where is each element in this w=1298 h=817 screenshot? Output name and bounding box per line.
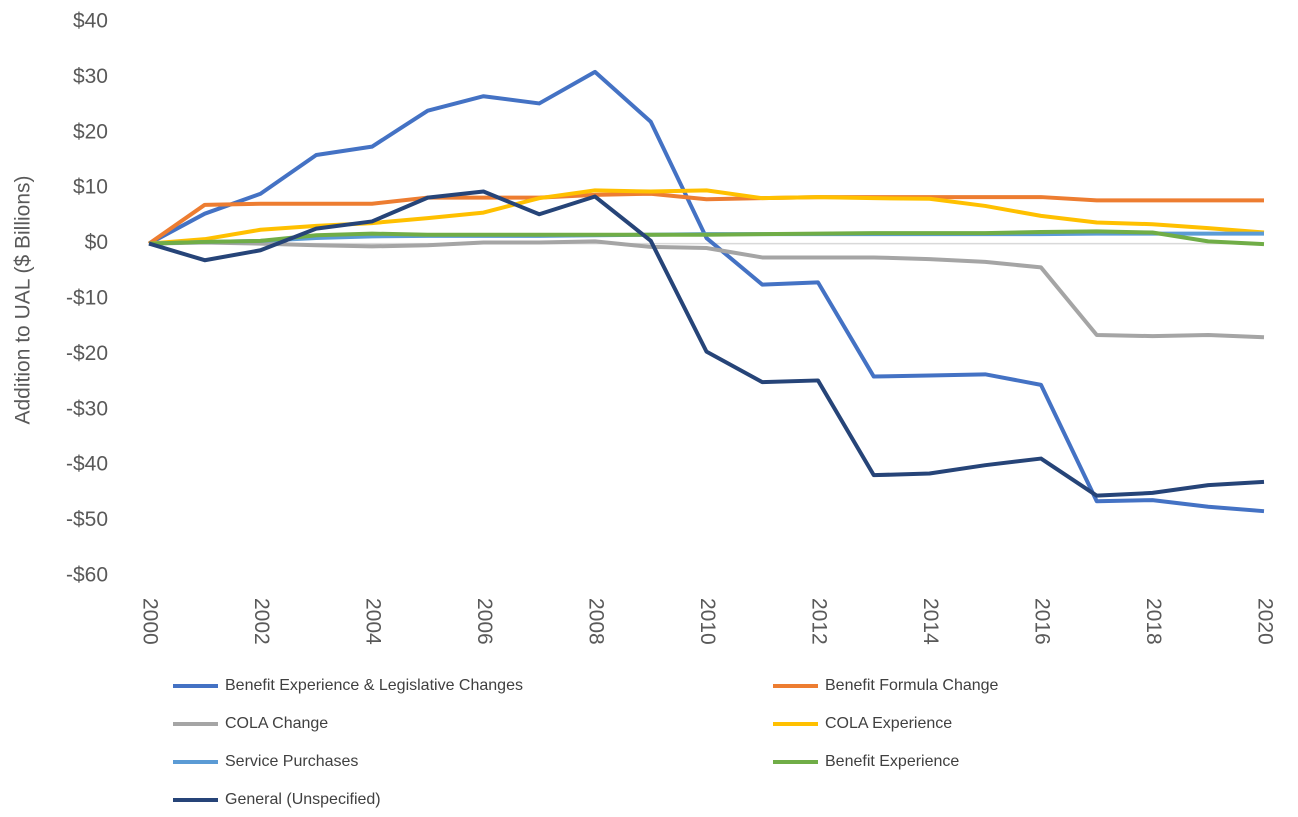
- legend-label: Benefit Formula Change: [825, 677, 999, 694]
- y-tick-label: $0: [85, 231, 108, 254]
- x-tick-label: 2002: [250, 598, 273, 645]
- legend-label: Service Purchases: [225, 753, 358, 770]
- y-tick-label: $30: [73, 65, 108, 88]
- y-tick-label: -$40: [66, 453, 108, 476]
- y-tick-label: -$60: [66, 564, 108, 587]
- legend-label: Benefit Experience: [825, 753, 959, 770]
- legend-label: COLA Experience: [825, 715, 952, 732]
- y-tick-label: -$50: [66, 508, 108, 531]
- y-axis-label: Addition to UAL ($ Billions): [12, 175, 35, 424]
- x-tick-label: 2020: [1253, 598, 1276, 645]
- legend-label: Benefit Experience & Legislative Changes: [225, 677, 523, 694]
- x-tick-label: 2012: [807, 598, 830, 645]
- x-tick-label: 2010: [696, 598, 719, 645]
- y-tick-label: -$20: [66, 342, 108, 365]
- series-line: [148, 229, 1265, 247]
- series-line: [148, 189, 1265, 498]
- x-tick-label: 2008: [584, 598, 607, 645]
- x-tick-label: 2000: [138, 598, 161, 645]
- y-tick-label: $10: [73, 176, 108, 199]
- x-tick-label: 2018: [1142, 598, 1165, 645]
- x-tick-label: 2004: [361, 598, 384, 645]
- legend-label: COLA Change: [225, 715, 328, 732]
- legend-label: General (Unspecified): [225, 791, 381, 808]
- y-tick-label: $20: [73, 120, 108, 143]
- series-line: [147, 191, 1264, 246]
- x-tick-label: 2016: [1030, 598, 1053, 645]
- y-tick-label: $40: [73, 10, 108, 33]
- series-line: [148, 239, 1265, 340]
- y-tick-label: -$30: [66, 397, 108, 420]
- y-tick-label: -$10: [66, 287, 108, 310]
- series-line: [148, 69, 1265, 514]
- x-tick-label: 2006: [473, 598, 496, 645]
- x-tick-label: 2014: [919, 598, 942, 645]
